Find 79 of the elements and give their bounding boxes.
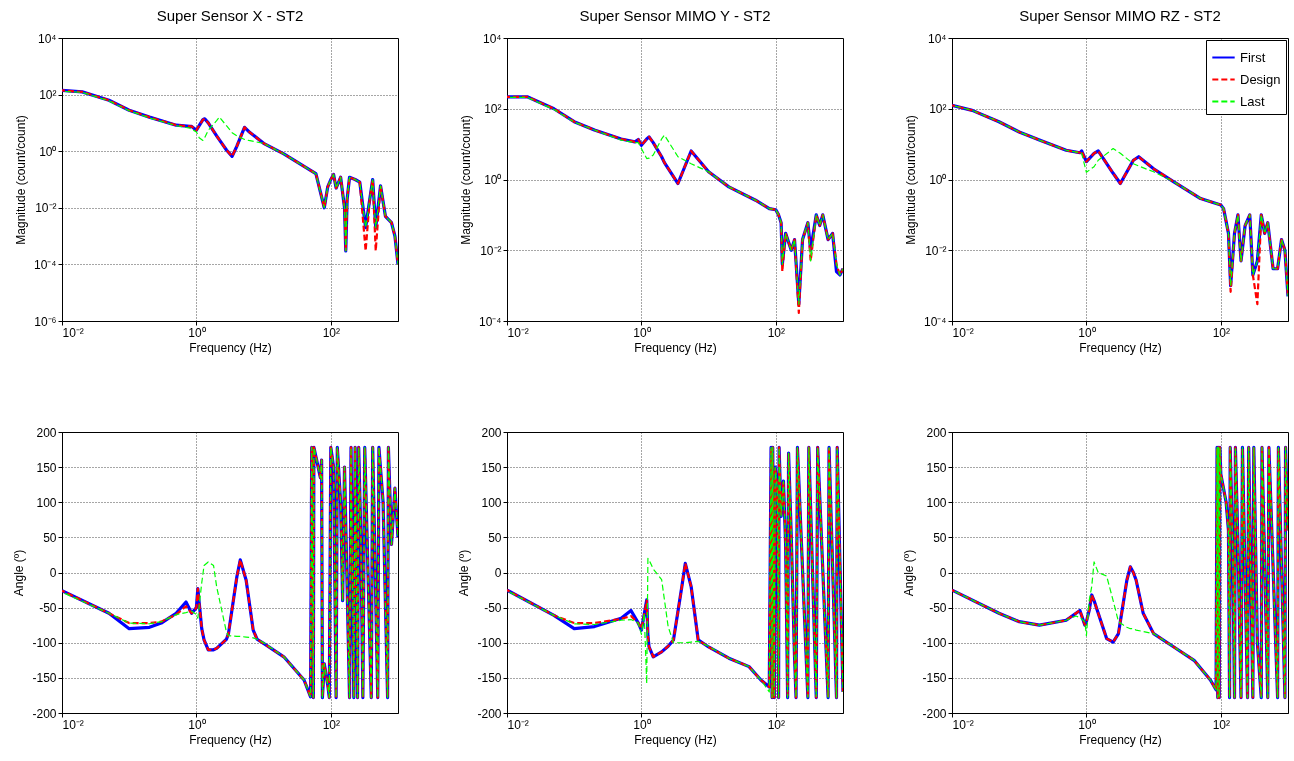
y-tick-label: 10⁴ [482,31,502,46]
x-tick-label: 10² [767,325,785,340]
y-tick-label: 10² [484,102,502,117]
y-tick-label: 50 [488,530,502,545]
x-tick-label: 10² [1212,717,1230,732]
legend-label: Last [1240,93,1265,109]
y-tick-label: 50 [933,530,947,545]
y-axis-title: Magnitude (count/count) [904,115,918,245]
x-tick-label: 10⁰ [188,717,206,732]
y-tick-label: 10⁻² [925,243,947,258]
x-tick-label: 10⁰ [633,325,651,340]
y-tick-label: 10⁴ [37,31,57,46]
y-tick-label: -100 [922,636,947,651]
y-axis-title: Magnitude (count/count) [14,115,28,245]
y-tick-label: 150 [481,460,502,475]
chart-title: Super Sensor MIMO RZ - ST2 [1019,7,1221,24]
x-tick-label: 10² [322,717,340,732]
y-tick-label: 0 [939,566,947,580]
x-axis-title: Frequency (Hz) [1079,732,1162,747]
y-tick-label: 10⁰ [39,144,57,159]
y-tick-label: 150 [926,460,947,475]
x-tick-label: 10² [322,325,340,340]
y-axis-title: Magnitude (count/count) [459,115,473,245]
y-tick-label: 10⁻² [480,243,502,258]
legend-label: Design [1240,71,1281,87]
legend-label: First [1240,49,1266,65]
y-tick-label: -150 [922,671,947,686]
y-tick-label: -50 [929,601,947,616]
x-tick-label: 10² [1212,325,1230,340]
x-tick-label: 10⁰ [633,717,651,732]
y-tick-label: 0 [494,566,502,580]
chart-title: Super Sensor MIMO Y - ST2 [579,7,771,24]
x-axis-title: Frequency (Hz) [189,340,272,355]
chart-title: Super Sensor X - ST2 [156,7,304,24]
y-tick-label: 10⁻⁴ [478,314,502,329]
x-tick-label: 10⁻² [507,325,529,340]
y-tick-label: 10⁻⁴ [33,257,57,272]
x-tick-label: 10⁻² [62,325,84,340]
y-tick-label: -100 [477,636,502,651]
x-tick-label: 10⁻² [507,717,529,732]
x-tick-label: 10⁻² [62,717,84,732]
y-tick-label: 10⁻² [35,201,57,216]
y-tick-label: 10² [39,88,57,103]
y-tick-label: -150 [477,671,502,686]
y-tick-label: 200 [926,425,947,440]
x-tick-label: 10⁰ [1078,325,1096,340]
y-tick-label: -200 [477,706,502,721]
x-tick-label: 10² [767,717,785,732]
x-axis-title: Frequency (Hz) [634,340,717,355]
x-axis-title: Frequency (Hz) [1079,340,1162,355]
x-tick-label: 10⁻² [952,325,974,340]
y-tick-label: -100 [32,636,57,651]
y-tick-label: 100 [36,495,57,510]
y-tick-label: 10⁰ [484,173,502,187]
y-tick-label: 10⁻⁶ [34,314,57,329]
y-tick-label: -50 [484,601,502,616]
y-tick-label: -200 [32,706,57,721]
y-tick-label: 10⁰ [929,173,947,187]
y-axis-title: Angle (º) [12,549,27,597]
y-tick-label: -150 [32,671,57,686]
x-tick-label: 10⁻² [952,717,974,732]
x-tick-label: 10⁰ [188,325,206,340]
y-tick-label: 100 [926,495,947,510]
y-tick-label: 150 [36,460,57,475]
x-tick-label: 10⁰ [1078,717,1096,732]
x-axis-title: Frequency (Hz) [634,732,717,747]
x-axis-title: Frequency (Hz) [189,732,272,747]
y-tick-label: 0 [49,566,57,580]
y-tick-label: 10⁴ [927,31,947,46]
y-tick-label: 10² [929,102,947,117]
y-tick-label: 50 [43,530,57,545]
y-tick-label: -200 [922,706,947,721]
y-axis-title: Angle (º) [457,549,472,597]
y-tick-label: 200 [481,425,502,440]
y-tick-label: 100 [481,495,502,510]
y-tick-label: 200 [36,425,57,440]
y-axis-title: Angle (º) [902,549,917,597]
y-tick-label: -50 [39,601,57,616]
y-tick-label: 10⁻⁴ [923,314,947,329]
